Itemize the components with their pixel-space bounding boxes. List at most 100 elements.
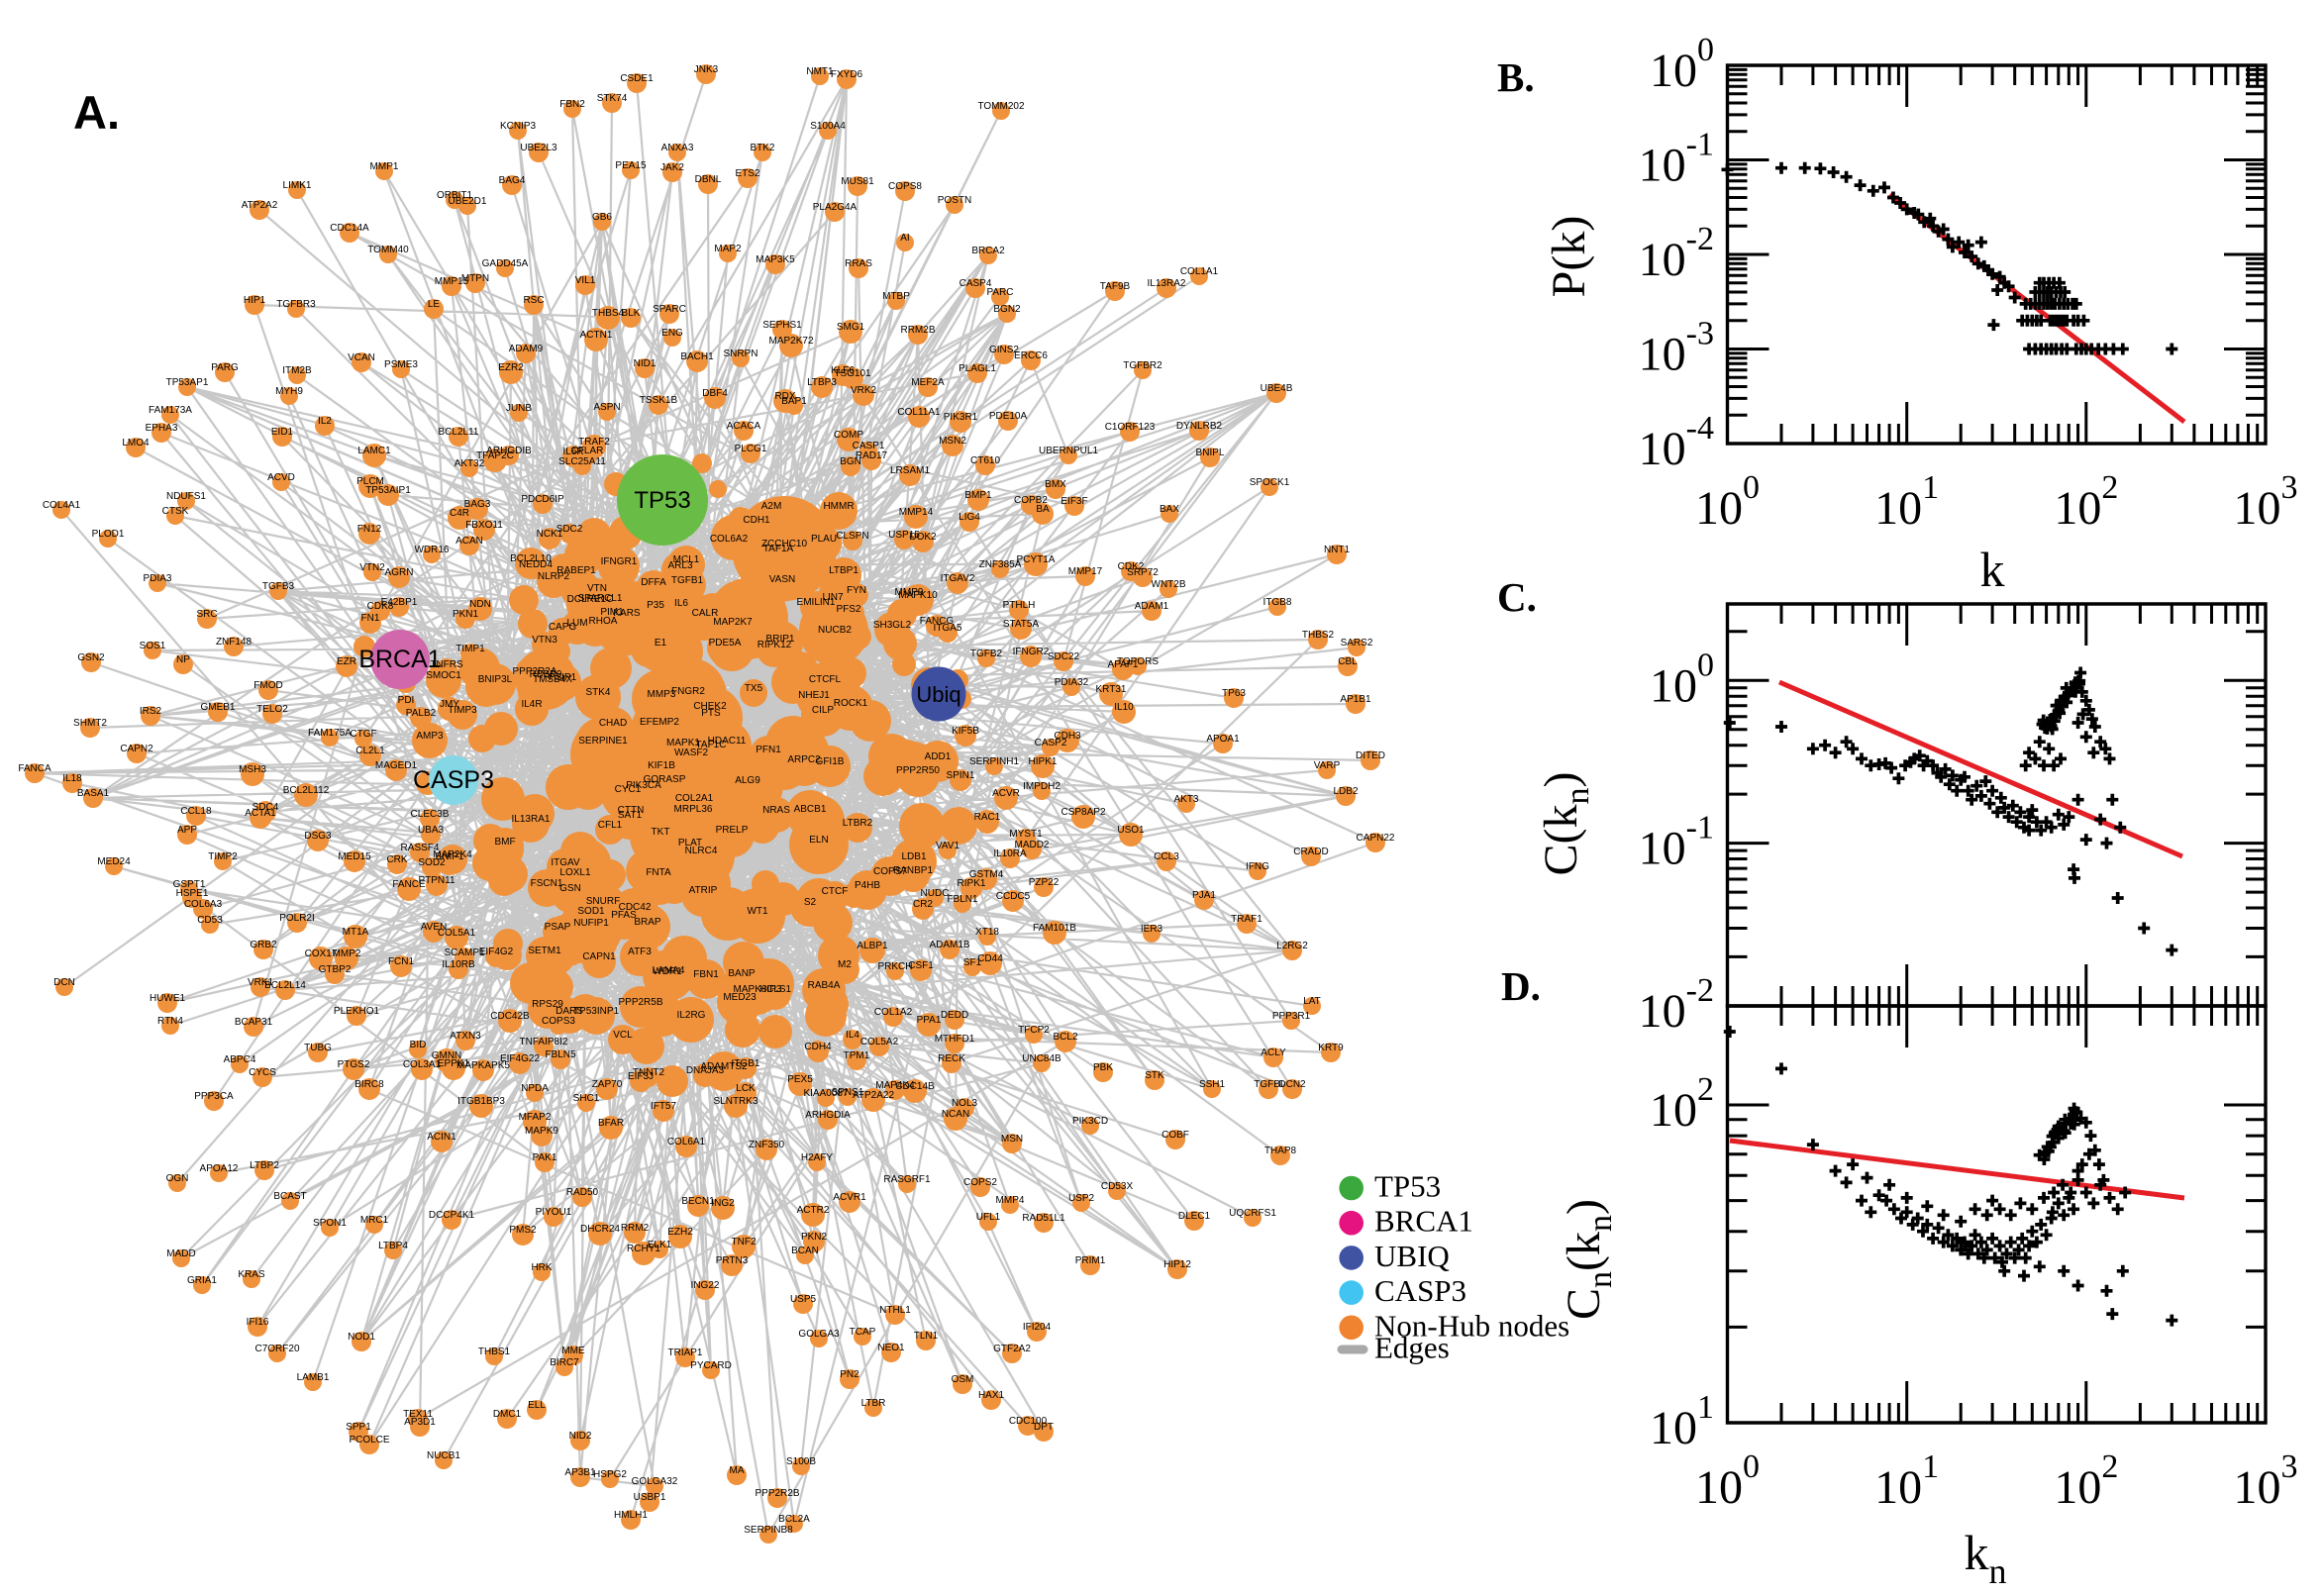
svg-text:GSPT1: GSPT1 [173,879,206,890]
svg-text:RBBP9: RBBP9 [530,669,562,680]
svg-text:FAM173A: FAM173A [149,405,192,416]
svg-text:GFI1B: GFI1B [816,756,845,767]
svg-text:HAX1: HAX1 [978,1390,1005,1401]
svg-text:BA: BA [1036,504,1050,515]
svg-text:COPB2: COPB2 [1014,495,1048,506]
svg-text:DNAJA3: DNAJA3 [686,1065,725,1076]
svg-text:SERPINE1: SERPINE1 [578,736,628,747]
svg-text:CDC100: CDC100 [1009,1416,1048,1427]
svg-text:TNF2: TNF2 [732,1237,757,1247]
svg-text:EMILIN1: EMILIN1 [797,597,836,608]
svg-text:ATP2A22: ATP2A22 [853,1090,894,1101]
svg-text:UBE2D1: UBE2D1 [449,196,487,207]
svg-text:FSCN1: FSCN1 [531,878,563,889]
svg-text:FBXO11: FBXO11 [465,520,503,531]
svg-text:EPPK1: EPPK1 [438,1058,470,1069]
svg-text:HCLS1: HCLS1 [759,984,792,995]
svg-text:WNT2B: WNT2B [1152,579,1186,590]
svg-text:TUBG: TUBG [304,1043,332,1053]
svg-text:JAK2: JAK2 [660,162,684,173]
svg-text:SMG1: SMG1 [837,322,865,333]
svg-text:CALR: CALR [692,608,719,619]
svg-text:UBERNPUL1: UBERNPUL1 [1039,446,1098,456]
svg-text:GADD45A: GADD45A [482,258,529,269]
svg-text:GSN2: GSN2 [77,652,105,663]
svg-text:VAV1: VAV1 [936,841,960,851]
svg-text:SPP1: SPP1 [346,1422,371,1433]
svg-text:IMPDH2: IMPDH2 [1023,781,1060,792]
svg-text:CD44: CD44 [977,953,1003,964]
svg-text:TAF1C: TAF1C [696,740,727,750]
svg-text:BCAN: BCAN [791,1246,819,1256]
svg-text:TAF1A: TAF1A [763,544,794,554]
svg-text:AVEN: AVEN [421,922,448,933]
svg-text:BAG4: BAG4 [499,175,526,186]
svg-text:MSN2: MSN2 [939,436,966,447]
svg-text:MADD: MADD [166,1248,195,1259]
svg-text:PDCD6IP: PDCD6IP [521,494,564,505]
svg-text:COPS3: COPS3 [542,1016,575,1027]
svg-text:ATRIP: ATRIP [689,885,718,896]
svg-text:BNIP1: BNIP1 [436,851,464,862]
svg-text:CASP2: CASP2 [1035,738,1067,748]
svg-text:EPHA3: EPHA3 [146,423,178,434]
svg-text:ITGAV: ITGAV [551,857,580,868]
svg-text:ABPC4: ABPC4 [224,1054,256,1065]
svg-text:E1: E1 [655,638,667,648]
svg-text:ORBIT1: ORBIT1 [437,190,473,201]
svg-text:TP53INP1: TP53INP1 [573,1006,620,1017]
svg-text:TGFBR2: TGFBR2 [1123,360,1162,371]
svg-text:UBA3: UBA3 [418,825,445,836]
svg-text:MME: MME [561,1346,585,1356]
svg-text:BGN2: BGN2 [993,304,1021,315]
svg-text:LTBP1: LTBP1 [829,565,858,576]
svg-text:RDX: RDX [774,391,795,402]
svg-text:ENG: ENG [661,328,683,339]
svg-text:COL5A2: COL5A2 [860,1037,899,1047]
svg-text:GB6: GB6 [592,212,612,223]
svg-text:SERPINH1: SERPINH1 [969,756,1019,767]
svg-text:TNFAIP8I2: TNFAIP8I2 [520,1037,568,1047]
svg-text:TP53: TP53 [634,487,690,514]
svg-text:NUCB1: NUCB1 [427,1450,460,1461]
svg-text:P4HB: P4HB [855,880,880,891]
svg-text:BLK: BLK [622,308,641,319]
svg-text:NOL3: NOL3 [952,1098,978,1109]
svg-text:PJA1: PJA1 [1192,890,1216,901]
svg-text:ARHGDIB: ARHGDIB [486,446,532,456]
svg-text:COPS7: COPS7 [873,866,907,877]
svg-text:CSDE1: CSDE1 [620,73,654,84]
svg-text:ACLY: ACLY [1261,1047,1286,1058]
svg-text:PPP2R50: PPP2R50 [896,765,940,776]
svg-text:LCK: LCK [736,1083,756,1094]
svg-text:IL2: IL2 [318,416,332,427]
svg-text:PDI: PDI [398,695,415,706]
svg-text:HUWE1: HUWE1 [150,993,186,1004]
svg-text:PSAP: PSAP [545,922,571,933]
svg-text:WDR16: WDR16 [414,545,449,555]
svg-text:TRAF1: TRAF1 [1231,914,1262,925]
svg-text:S100A4: S100A4 [810,121,846,132]
svg-text:PLA2G4A: PLA2G4A [813,202,858,213]
svg-text:SAT1: SAT1 [618,810,643,821]
svg-text:ACTN1: ACTN1 [580,330,613,341]
svg-text:KLF6: KLF6 [831,365,855,376]
svg-text:OSM: OSM [952,1374,974,1385]
svg-text:PDE5A: PDE5A [709,638,742,648]
svg-text:MAP2K4: MAP2K4 [433,849,472,860]
svg-text:BRIP1: BRIP1 [766,634,795,645]
svg-text:PALB2: PALB2 [406,708,437,719]
svg-text:TP53AIP1: TP53AIP1 [365,485,411,496]
svg-text:IL10: IL10 [1114,702,1134,713]
svg-text:CAPN22: CAPN22 [1357,833,1395,844]
svg-text:VTN3: VTN3 [532,635,557,646]
svg-text:BGN: BGN [840,456,861,467]
svg-text:A2M: A2M [761,501,782,512]
svg-text:VCL: VCL [613,1030,633,1041]
svg-text:CDH1: CDH1 [743,515,770,526]
svg-text:FNGR2: FNGR2 [671,686,705,697]
svg-text:NTHL1: NTHL1 [879,1305,911,1316]
svg-text:IL10RB: IL10RB [442,959,475,970]
svg-text:ATP2A2: ATP2A2 [242,200,278,211]
svg-text:PEA15: PEA15 [615,160,647,171]
